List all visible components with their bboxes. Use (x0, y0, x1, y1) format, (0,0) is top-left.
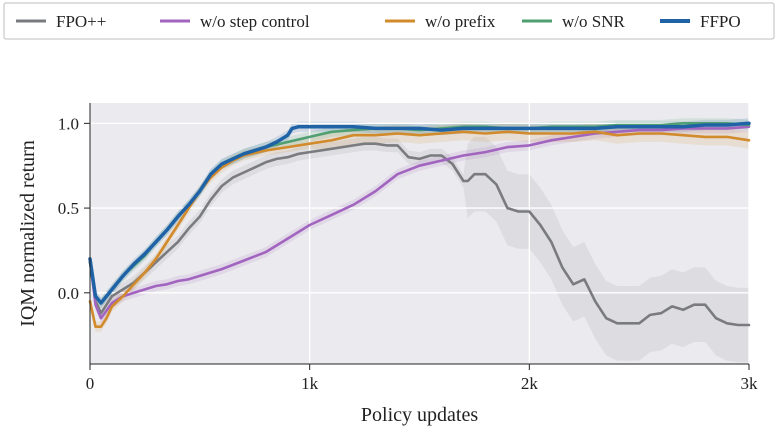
plot-area (90, 103, 749, 364)
series-line-w-o-step-control (88, 125, 751, 320)
legend: FPO++ w/o step control w/o prefix w/o SNR FF… (3, 2, 775, 40)
y-axis-label: IQM normalized return (17, 140, 39, 327)
band-fpo- (90, 136, 749, 363)
confidence-bands (90, 118, 749, 363)
y-tick-label: 0.0 (58, 284, 79, 303)
series-lines (88, 121, 751, 329)
legend-label: w/o step control (200, 12, 310, 31)
axes: 0 1k 2k 3k 0.0 0.5 1.0 (58, 103, 758, 393)
y-tick-label: 0.5 (58, 199, 79, 218)
x-tick-label: 1k (301, 374, 319, 393)
band-w-o-step-control (90, 121, 749, 324)
legend-label: FPO++ (56, 12, 106, 31)
y-tick-label: 1.0 (58, 114, 79, 133)
series-line-fpo- (88, 142, 751, 327)
x-tick-label: 0 (86, 374, 95, 393)
series-line-w-o-prefix (88, 130, 751, 329)
x-axis-label: Policy updates (361, 404, 478, 426)
series-line-ffpo (88, 121, 751, 305)
legend-label: FFPO (700, 12, 741, 31)
x-tick-label: 2k (521, 374, 539, 393)
x-tick-label: 3k (741, 374, 759, 393)
legend-label: w/o prefix (425, 12, 496, 31)
legend-label: w/o SNR (562, 12, 625, 31)
